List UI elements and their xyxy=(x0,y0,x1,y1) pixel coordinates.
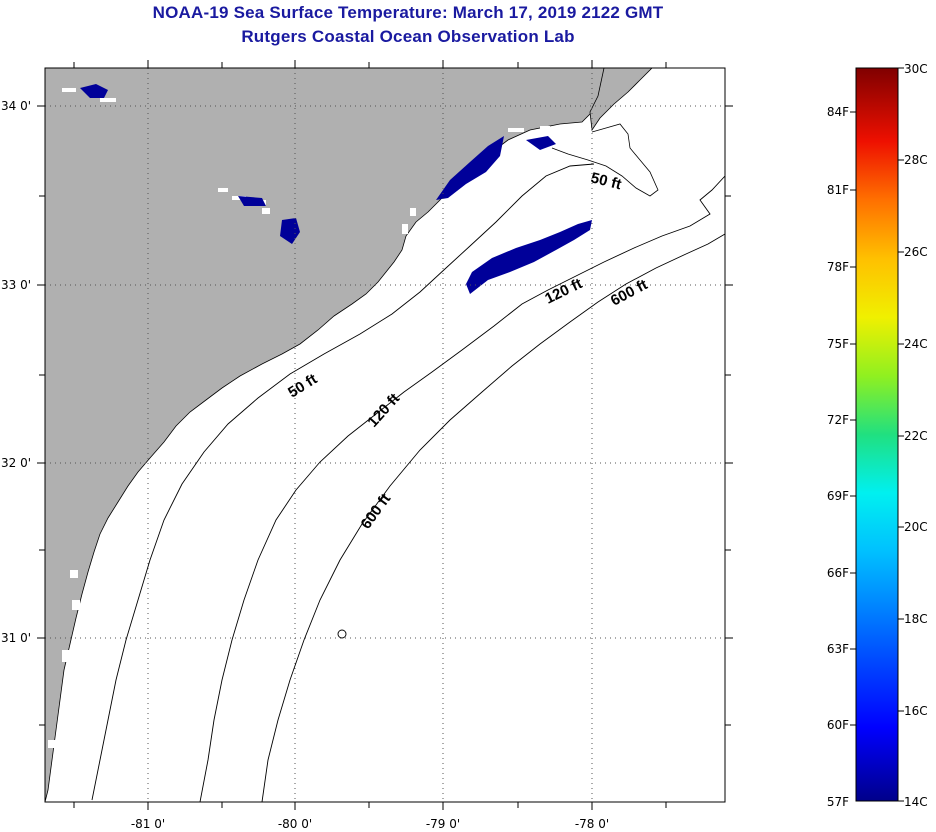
cb-c-26: 26C xyxy=(904,245,928,259)
lon-label-81: -81 0' xyxy=(131,817,165,831)
land-mass-ne xyxy=(589,68,653,132)
contour-120ft xyxy=(199,175,725,802)
cb-c-14: 14C xyxy=(904,795,928,809)
cb-f-75: 75F xyxy=(827,337,849,351)
contour-label-50ft-north: 50 ft xyxy=(589,169,623,193)
cb-f-84: 84F xyxy=(827,105,849,119)
colorbar-ticks xyxy=(850,67,904,802)
cb-f-81: 81F xyxy=(827,183,849,197)
cb-c-18: 18C xyxy=(904,612,928,626)
lat-label-33: 33 0' xyxy=(1,278,31,292)
cb-c-30: 30C xyxy=(904,62,928,76)
cb-c-28: 28C xyxy=(904,153,928,167)
lon-label-80: -80 0' xyxy=(278,817,312,831)
cb-f-57: 57F xyxy=(827,795,849,809)
cb-c-16: 16C xyxy=(904,704,928,718)
cb-c-24: 24C xyxy=(904,337,928,351)
map-frame xyxy=(44,67,726,803)
cb-f-63: 63F xyxy=(827,642,849,656)
cb-c-22: 22C xyxy=(904,429,928,443)
lon-label-78: -78 0' xyxy=(575,817,609,831)
cold-water-patches xyxy=(80,84,592,294)
graticule xyxy=(45,68,725,802)
map-subtitle: Rutgers Coastal Ocean Observation Lab xyxy=(241,27,575,46)
cb-f-78: 78F xyxy=(827,260,849,274)
lat-label-34: 34 0' xyxy=(1,99,31,113)
map-title: NOAA-19 Sea Surface Temperature: March 1… xyxy=(152,3,664,22)
lat-label-31: 31 0' xyxy=(1,631,31,645)
colorbar-gradient xyxy=(855,67,899,802)
colorbar-c-labels: 30C 28C 26C 24C 22C 20C 18C 16C 14C xyxy=(904,62,928,809)
cb-f-69: 69F xyxy=(827,489,849,503)
cb-f-72: 72F xyxy=(827,413,849,427)
cb-f-60: 60F xyxy=(827,718,849,732)
contour-600ft xyxy=(261,233,725,802)
coastline-ne xyxy=(551,123,659,197)
lon-label-79: -79 0' xyxy=(426,817,460,831)
cb-f-66: 66F xyxy=(827,566,849,580)
masked-pixels xyxy=(48,88,550,756)
lat-label-32: 32 0' xyxy=(1,456,31,470)
cb-c-20: 20C xyxy=(904,520,928,534)
colorbar-f-labels: 84F 81F 78F 75F 72F 69F 66F 63F 60F 57F xyxy=(827,105,849,809)
seamount-contour xyxy=(337,629,347,639)
contour-50ft xyxy=(91,163,595,801)
axis-ticks xyxy=(37,60,733,810)
